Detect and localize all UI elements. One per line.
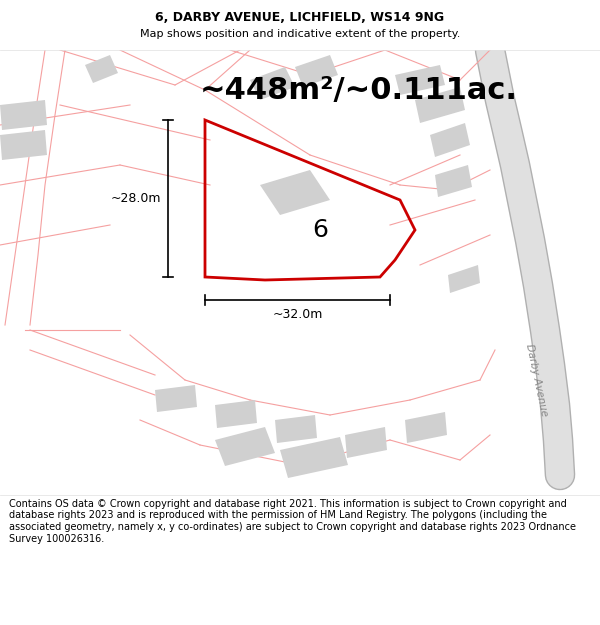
Text: ~28.0m: ~28.0m — [110, 192, 161, 205]
Text: Map shows position and indicative extent of the property.: Map shows position and indicative extent… — [140, 29, 460, 39]
Polygon shape — [155, 385, 197, 412]
Polygon shape — [395, 65, 445, 95]
Polygon shape — [0, 130, 47, 160]
Polygon shape — [85, 55, 118, 83]
Polygon shape — [345, 427, 387, 458]
Text: 6: 6 — [312, 218, 328, 242]
Text: ~32.0m: ~32.0m — [272, 308, 323, 321]
Polygon shape — [448, 265, 480, 293]
Polygon shape — [415, 87, 465, 123]
Text: 6, DARBY AVENUE, LICHFIELD, WS14 9NG: 6, DARBY AVENUE, LICHFIELD, WS14 9NG — [155, 11, 445, 24]
Polygon shape — [260, 170, 330, 215]
Polygon shape — [435, 165, 472, 197]
Polygon shape — [430, 123, 470, 157]
Polygon shape — [0, 100, 47, 130]
Polygon shape — [295, 55, 338, 87]
Polygon shape — [215, 427, 275, 466]
Polygon shape — [275, 415, 317, 443]
Text: Darby Avenue: Darby Avenue — [524, 343, 550, 417]
Polygon shape — [250, 67, 295, 100]
Polygon shape — [280, 437, 348, 478]
Polygon shape — [215, 400, 257, 428]
Polygon shape — [405, 412, 447, 443]
Text: Contains OS data © Crown copyright and database right 2021. This information is : Contains OS data © Crown copyright and d… — [9, 499, 576, 544]
Text: ~448m²/~0.111ac.: ~448m²/~0.111ac. — [200, 76, 518, 105]
